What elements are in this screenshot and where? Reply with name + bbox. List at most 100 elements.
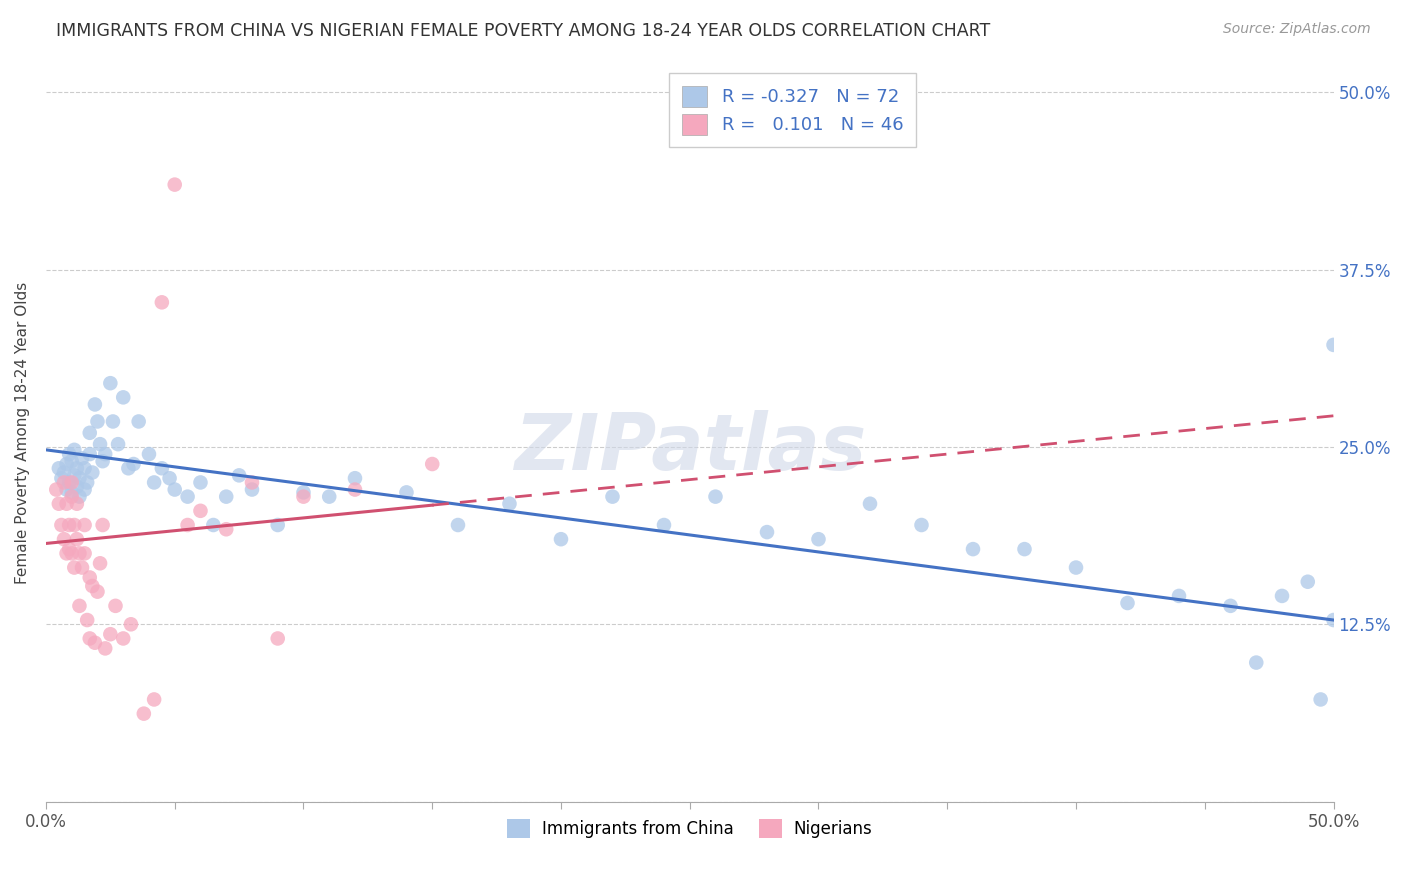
Point [395, 485, 418, 500]
Point [910, 518, 932, 533]
Point [66, 461, 89, 475]
Point [202, 518, 225, 533]
Point [143, 692, 166, 706]
Point [76, 475, 98, 490]
Point [82, 579, 104, 593]
Point [343, 483, 366, 497]
Point [98, 627, 121, 641]
Point [1168, 589, 1191, 603]
Point [55, 497, 77, 511]
Point [79, 447, 101, 461]
Point [58, 542, 80, 557]
Point [143, 475, 166, 490]
Point [63, 518, 86, 533]
Point [86, 415, 108, 429]
Point [101, 415, 124, 429]
Point [79, 632, 101, 646]
Point [104, 599, 127, 613]
Point [69, 490, 91, 504]
Point [53, 532, 76, 546]
Point [652, 518, 675, 533]
Point [1271, 589, 1294, 603]
Point [859, 497, 882, 511]
Point [163, 483, 186, 497]
Point [228, 468, 250, 483]
Point [91, 518, 114, 533]
Point [58, 447, 80, 461]
Point [63, 468, 86, 483]
Point [91, 454, 114, 468]
Point [215, 522, 238, 536]
Point [82, 466, 104, 480]
Point [94, 447, 117, 461]
Point [447, 518, 470, 533]
Point [66, 532, 89, 546]
Point [176, 490, 198, 504]
Point [73, 518, 96, 533]
Point [55, 546, 77, 560]
Point [122, 457, 145, 471]
Point [51, 471, 73, 485]
Point [112, 390, 135, 404]
Point [69, 599, 91, 613]
Point [176, 518, 198, 533]
Point [159, 471, 181, 485]
Point [83, 397, 105, 411]
Point [60, 490, 83, 504]
Point [55, 483, 77, 497]
Point [962, 542, 984, 557]
Text: Source: ZipAtlas.com: Source: ZipAtlas.com [1223, 22, 1371, 37]
Point [58, 518, 80, 533]
Point [267, 518, 290, 533]
Point [267, 632, 290, 646]
Point [66, 480, 89, 494]
Point [1246, 656, 1268, 670]
Point [53, 475, 76, 490]
Point [73, 483, 96, 497]
Y-axis label: Female Poverty Among 18-24 Year Olds: Female Poverty Among 18-24 Year Olds [15, 282, 30, 584]
Point [1309, 692, 1331, 706]
Point [1322, 338, 1344, 352]
Point [240, 483, 263, 497]
Point [292, 490, 315, 504]
Point [70, 560, 93, 574]
Point [1116, 596, 1139, 610]
Point [292, 485, 315, 500]
Point [163, 178, 186, 192]
Point [69, 471, 91, 485]
Point [86, 584, 108, 599]
Point [73, 461, 96, 475]
Point [58, 475, 80, 490]
Point [343, 471, 366, 485]
Point [79, 425, 101, 440]
Text: ZIPatlas: ZIPatlas [513, 409, 866, 485]
Point [550, 532, 572, 546]
Point [1219, 599, 1241, 613]
Point [756, 525, 779, 540]
Point [94, 641, 117, 656]
Point [1014, 542, 1036, 557]
Point [48, 461, 70, 475]
Point [120, 617, 142, 632]
Point [89, 437, 111, 451]
Point [190, 475, 212, 490]
Point [318, 490, 340, 504]
Point [66, 497, 89, 511]
Point [138, 447, 160, 461]
Point [420, 457, 443, 471]
Point [190, 504, 212, 518]
Point [117, 461, 139, 475]
Point [51, 518, 73, 533]
Point [98, 376, 121, 391]
Point [89, 557, 111, 571]
Point [704, 490, 727, 504]
Point [107, 437, 129, 451]
Point [48, 497, 70, 511]
Point [70, 451, 93, 466]
Text: IMMIGRANTS FROM CHINA VS NIGERIAN FEMALE POVERTY AMONG 18-24 YEAR OLDS CORRELATI: IMMIGRANTS FROM CHINA VS NIGERIAN FEMALE… [56, 22, 990, 40]
Point [150, 295, 173, 310]
Point [215, 490, 238, 504]
Point [83, 636, 105, 650]
Point [807, 532, 830, 546]
Point [60, 475, 83, 490]
